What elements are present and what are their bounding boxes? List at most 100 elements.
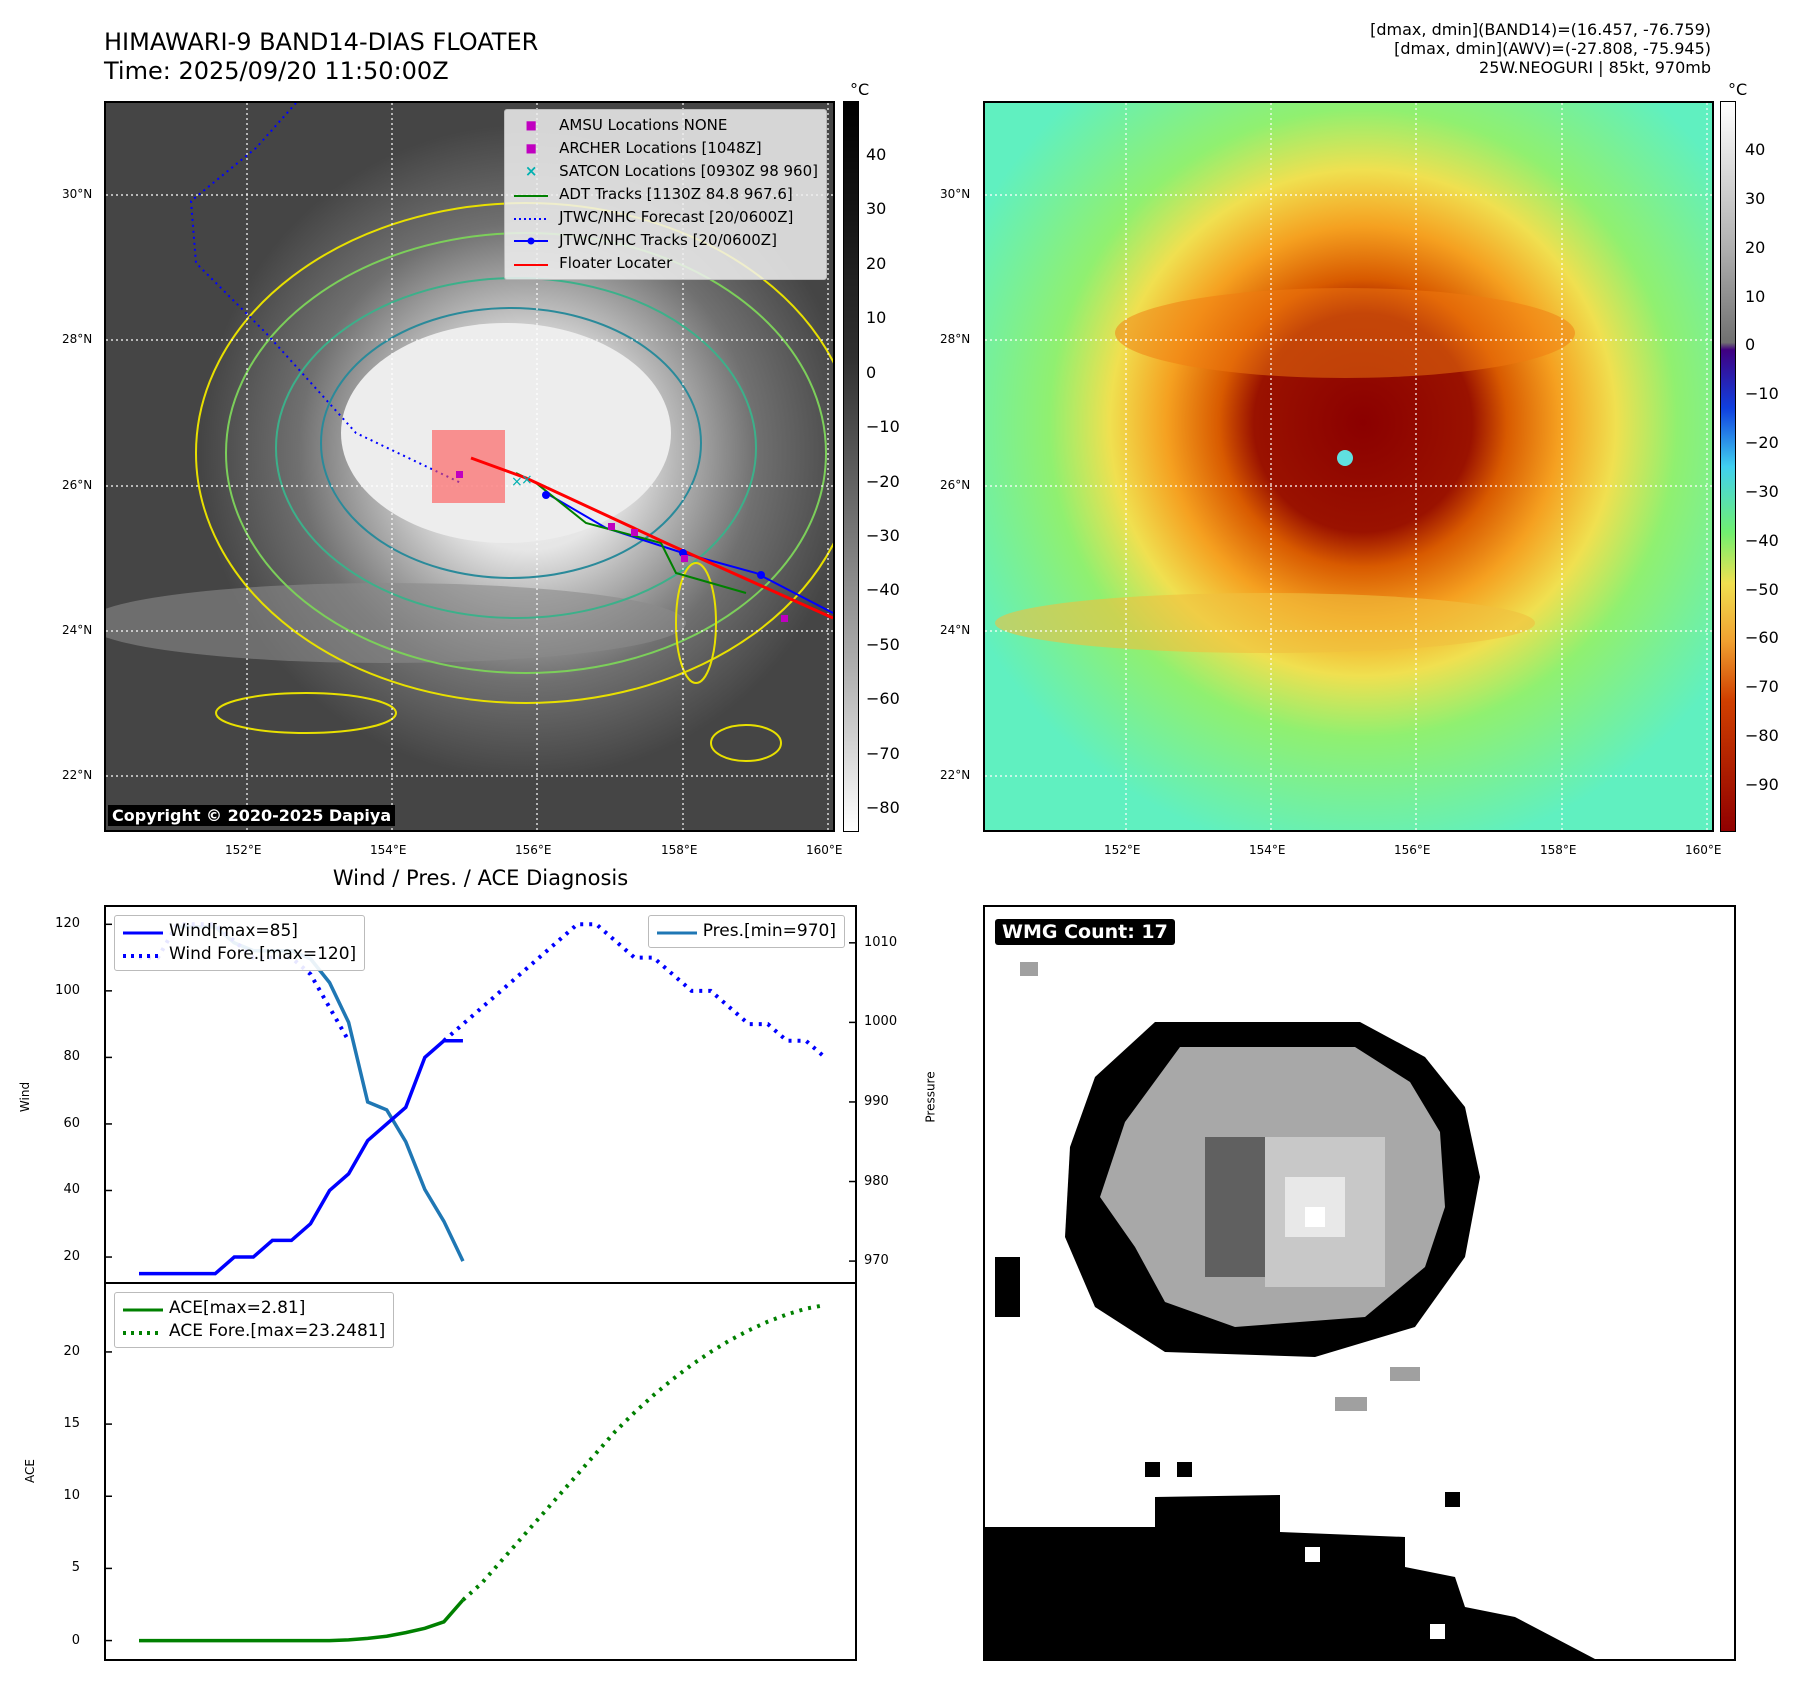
color-ir-map-panel[interactable]: [983, 101, 1714, 832]
ir-map-panel[interactable]: × × ■ AMSU Locations NONE ■ ARCHER Locatio…: [104, 101, 835, 832]
pressure-tick-label: 970: [864, 1253, 889, 1269]
awv-range: [dmax, dmin](AWV)=(-27.808, -75.945): [1394, 39, 1711, 58]
timestamp: Time: 2025/09/20 11:50:00Z: [104, 57, 449, 85]
lat-label: 24°N: [940, 623, 971, 637]
header-stats: [dmax, dmin](BAND14)=(16.457, -76.759) […: [1370, 20, 1711, 77]
wind-tick-label: 120: [55, 916, 80, 932]
pressure-axis-label: Pressure: [923, 1071, 938, 1123]
wind-tick-label: 20: [63, 1249, 80, 1265]
svg-text:×: ×: [521, 472, 533, 488]
ace-legend: ACE[max=2.81] ACE Fore.[max=23.2481]: [114, 1292, 395, 1348]
wmg-image: [985, 962, 1595, 1659]
wind-fore-line-icon: [123, 943, 163, 966]
wmg-count-badge: WMG Count: 17: [995, 919, 1175, 945]
wind-line-icon: [123, 920, 163, 943]
lat-label: 26°N: [940, 478, 971, 492]
legend-archer: ■ ARCHER Locations [1048Z]: [513, 137, 818, 160]
pressure-tick-label: 1010: [864, 934, 898, 950]
wind-axis-label: Wind: [18, 1081, 33, 1113]
gray-colorbar-tick: −50: [866, 634, 900, 654]
legend-wind-label: Wind[max=85]: [169, 921, 298, 941]
legend-ace-fore-label: ACE Fore.[max=23.2481]: [169, 1321, 386, 1341]
band14-range: [dmax, dmin](BAND14)=(16.457, -76.759): [1370, 20, 1711, 39]
pressure-line-icon: [656, 920, 697, 943]
copyright-badge: Copyright © 2020-2025 Dapiya: [108, 805, 396, 826]
legend-ace-label: ACE[max=2.81]: [169, 1298, 306, 1318]
wind-tick-label: 80: [63, 1049, 80, 1065]
lat-label: 28°N: [62, 332, 93, 346]
color-map-gridlines: [985, 103, 1712, 830]
color-colorbar-tick: −30: [1745, 482, 1779, 501]
lat-label: 30°N: [62, 187, 93, 201]
ace-tick-label: 20: [63, 1343, 80, 1359]
diag-title: Wind / Pres. / ACE Diagnosis: [332, 866, 629, 890]
gray-colorbar-tick: −60: [866, 689, 900, 709]
ace-line-icon: [123, 1297, 163, 1320]
diag-chart-svg: [106, 922, 855, 1643]
adt-line-icon: [513, 183, 549, 206]
gray-colorbar-tick: 40: [866, 145, 887, 164]
wind-legend: Wind[max=85] Wind Fore.[max=120]: [114, 915, 366, 971]
color-colorbar-tick: −10: [1745, 384, 1779, 403]
gray-colorbar-tick: −20: [866, 471, 900, 491]
color-colorbar-tick: −60: [1745, 628, 1779, 647]
pressure-tick-label: 1000: [864, 1014, 898, 1030]
color-colorbar-tick: 0: [1745, 335, 1756, 354]
map-legend: ■ AMSU Locations NONE ■ ARCHER Locations […: [504, 109, 827, 280]
ace-tick-label: 5: [71, 1560, 80, 1576]
floater-track: [470, 456, 833, 620]
amsu-marker-icon: ■: [525, 118, 537, 132]
pressure-tick-label: 980: [864, 1173, 889, 1189]
lon-label: 158°E: [1540, 843, 1577, 857]
lat-label: 24°N: [62, 623, 93, 637]
ace-forecast-line: [461, 1303, 826, 1602]
ace-line: [139, 1598, 465, 1643]
wind-tick-label: 40: [63, 1182, 80, 1198]
wmg-panel[interactable]: WMG Count: 17: [983, 905, 1736, 1661]
lon-label: 154°E: [370, 843, 407, 857]
color-colorbar: [1720, 101, 1736, 832]
gray-colorbar-tick: −80: [866, 798, 900, 817]
color-colorbar-tick: 40: [1745, 140, 1766, 159]
lat-label: 30°N: [940, 187, 971, 201]
color-colorbar-unit: °C: [1728, 80, 1748, 99]
lon-label: 158°E: [661, 843, 698, 857]
archer-marker-icon: ■: [525, 141, 537, 155]
color-colorbar-tick: −70: [1745, 677, 1779, 696]
map-gridlines: [106, 103, 833, 830]
track-line-icon: [513, 229, 549, 252]
color-colorbar-tick: −20: [1745, 433, 1779, 452]
lat-label: 22°N: [62, 768, 93, 782]
color-colorbar-tick: 10: [1745, 287, 1766, 306]
jtwc-forecast-track: [189, 103, 462, 484]
svg-text:×: ×: [511, 474, 523, 490]
lon-label: 152°E: [1104, 843, 1141, 857]
wind-line: [139, 1039, 463, 1276]
pressure-line: [177, 925, 465, 1262]
lon-label: 160°E: [1685, 843, 1722, 857]
color-colorbar-tick: 20: [1745, 238, 1766, 257]
color-colorbar-tick: −90: [1745, 775, 1779, 794]
floater-line-icon: [513, 252, 549, 275]
lon-label: 154°E: [1249, 843, 1286, 857]
gray-colorbar: [843, 101, 859, 832]
legend-floater: Floater Locater: [513, 252, 818, 275]
pressure-tick-label: 990: [864, 1093, 889, 1109]
wind-forecast-line: [442, 922, 827, 1059]
diag-chart-panel[interactable]: Wind[max=85] Wind Fore.[max=120] Pres.[m…: [104, 905, 857, 1661]
legend-wind-fore-label: Wind Fore.[max=120]: [169, 944, 357, 964]
lon-label: 156°E: [1394, 843, 1431, 857]
ace-fore-line-icon: [123, 1320, 163, 1343]
legend-satcon: × SATCON Locations [0930Z 98 960]: [513, 160, 818, 183]
lon-label: 156°E: [515, 843, 552, 857]
main-title: HIMAWARI-9 BAND14-DIAS FLOATER: [104, 28, 539, 56]
color-colorbar-tick: −80: [1745, 726, 1779, 745]
ace-axis-label: ACE: [22, 1459, 37, 1483]
ace-tick-label: 15: [63, 1416, 80, 1432]
gray-colorbar-tick: 0: [866, 362, 877, 382]
gray-colorbar-tick: 30: [866, 199, 887, 219]
gray-colorbar-tick: 10: [866, 308, 887, 328]
pressure-legend: Pres.[min=970]: [647, 915, 845, 948]
legend-jtwc-tracks: JTWC/NHC Tracks [20/0600Z]: [513, 229, 818, 252]
gray-colorbar-tick: −30: [866, 525, 900, 545]
